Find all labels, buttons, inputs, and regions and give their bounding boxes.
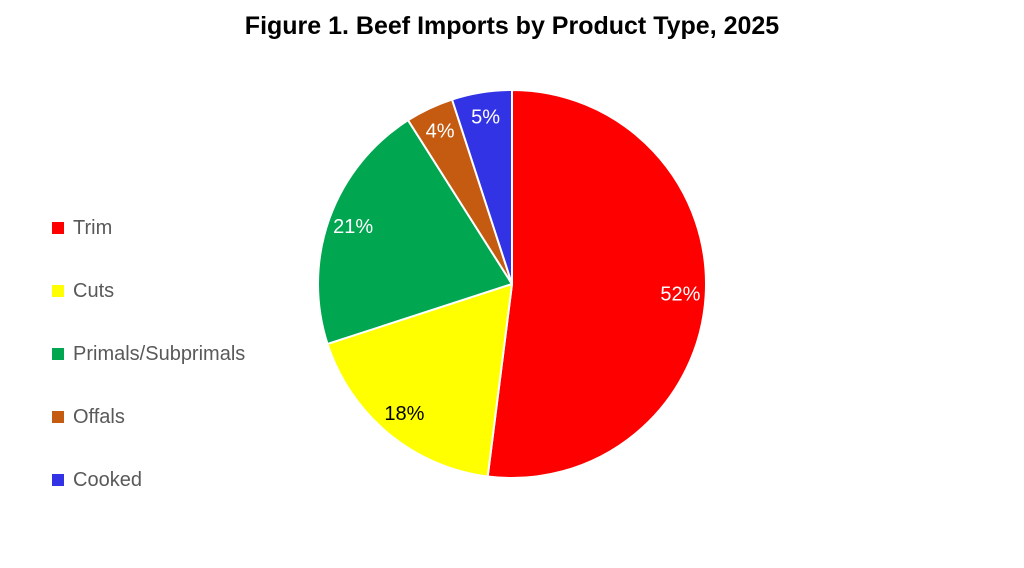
legend-item-cooked: Cooked xyxy=(52,468,245,492)
legend-swatch-primals-subprimals xyxy=(52,348,64,360)
legend: Trim Cuts Primals/Subprimals Offals Cooked xyxy=(52,216,245,531)
legend-label: Trim xyxy=(73,216,113,239)
legend-swatch-trim xyxy=(52,222,64,234)
pie-slice-value-label-trim: 52% xyxy=(660,284,700,306)
legend-item-cuts: Cuts xyxy=(52,279,245,303)
legend-label: Cuts xyxy=(73,279,115,302)
legend-label: Offals xyxy=(73,405,125,428)
legend-item-offals: Offals xyxy=(52,405,245,429)
legend-item-primals-subprimals: Primals/Subprimals xyxy=(52,342,245,366)
pie-slice-trim xyxy=(486,89,707,479)
pie-slice-cooked xyxy=(451,89,513,285)
pie-slice-value-label-cooked: 5% xyxy=(471,106,500,128)
pie-slice-cuts xyxy=(326,283,513,478)
pie-slice-value-label-offals: 4% xyxy=(426,120,455,142)
legend-label: Primals/Subprimals xyxy=(73,342,246,365)
legend-swatch-cuts xyxy=(52,285,64,297)
legend-swatch-cooked xyxy=(52,474,64,486)
legend-label: Cooked xyxy=(73,468,142,491)
legend-swatch-offals xyxy=(52,411,64,423)
chart-title: Figure 1. Beef Imports by Product Type, … xyxy=(244,12,780,40)
pie-chart: 52% 18% 21% 4% 5% xyxy=(317,89,707,479)
pie-slice-value-label-primals-subprimals: 21% xyxy=(333,216,373,238)
pie-slice-value-label-cuts: 18% xyxy=(384,403,424,425)
legend-item-trim: Trim xyxy=(52,216,245,240)
pie-slice-primals-subprimals xyxy=(317,119,513,345)
